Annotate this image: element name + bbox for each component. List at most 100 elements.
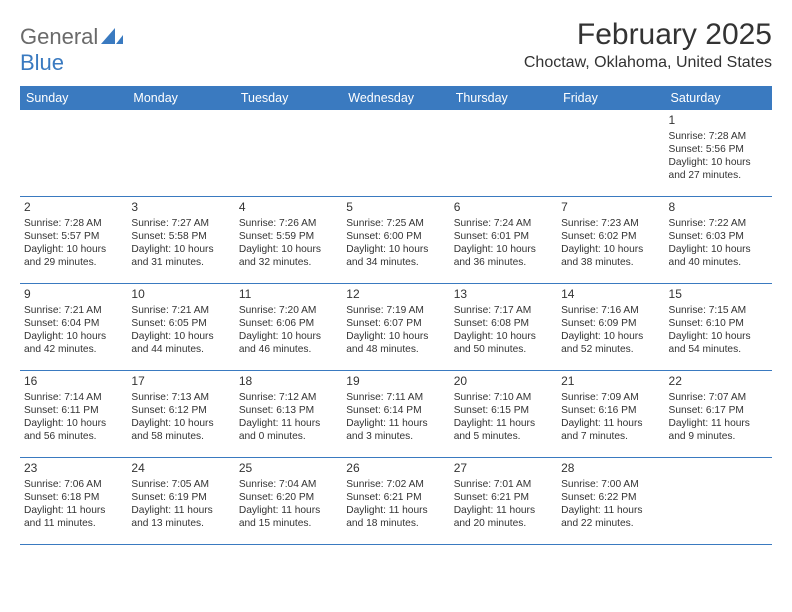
sunrise-text: Sunrise: 7:22 AM xyxy=(669,217,768,230)
calendar-body: 1Sunrise: 7:28 AMSunset: 5:56 PMDaylight… xyxy=(20,110,772,545)
weekday-header: Friday xyxy=(557,86,664,110)
daylight-text: Daylight: 11 hours and 13 minutes. xyxy=(131,504,230,531)
sunrise-text: Sunrise: 7:16 AM xyxy=(561,304,660,317)
calendar-day-cell: 26Sunrise: 7:02 AMSunset: 6:21 PMDayligh… xyxy=(342,458,449,544)
daylight-text: Daylight: 10 hours and 52 minutes. xyxy=(561,330,660,357)
sunrise-text: Sunrise: 7:17 AM xyxy=(454,304,553,317)
sunrise-text: Sunrise: 7:19 AM xyxy=(346,304,445,317)
calendar-day-cell: 3Sunrise: 7:27 AMSunset: 5:58 PMDaylight… xyxy=(127,197,234,283)
page-title: February 2025 xyxy=(524,18,772,52)
sunrise-text: Sunrise: 7:27 AM xyxy=(131,217,230,230)
weekday-header: Sunday xyxy=(20,86,127,110)
sunset-text: Sunset: 6:01 PM xyxy=(454,230,553,243)
logo-sail-icon xyxy=(101,28,123,44)
daylight-text: Daylight: 10 hours and 27 minutes. xyxy=(669,156,768,183)
day-number: 2 xyxy=(24,200,123,216)
calendar-day-cell: 23Sunrise: 7:06 AMSunset: 6:18 PMDayligh… xyxy=(20,458,127,544)
calendar-day-cell: 10Sunrise: 7:21 AMSunset: 6:05 PMDayligh… xyxy=(127,284,234,370)
sunrise-text: Sunrise: 7:01 AM xyxy=(454,478,553,491)
calendar-empty-cell xyxy=(127,110,234,196)
sunset-text: Sunset: 6:09 PM xyxy=(561,317,660,330)
sunrise-text: Sunrise: 7:07 AM xyxy=(669,391,768,404)
calendar-day-cell: 12Sunrise: 7:19 AMSunset: 6:07 PMDayligh… xyxy=(342,284,449,370)
sunrise-text: Sunrise: 7:15 AM xyxy=(669,304,768,317)
calendar-empty-cell xyxy=(20,110,127,196)
day-number: 9 xyxy=(24,287,123,303)
calendar-row: 9Sunrise: 7:21 AMSunset: 6:04 PMDaylight… xyxy=(20,284,772,371)
sunset-text: Sunset: 6:06 PM xyxy=(239,317,338,330)
calendar-day-cell: 20Sunrise: 7:10 AMSunset: 6:15 PMDayligh… xyxy=(450,371,557,457)
daylight-text: Daylight: 10 hours and 36 minutes. xyxy=(454,243,553,270)
daylight-text: Daylight: 11 hours and 3 minutes. xyxy=(346,417,445,444)
day-number: 25 xyxy=(239,461,338,477)
day-number: 20 xyxy=(454,374,553,390)
daylight-text: Daylight: 10 hours and 46 minutes. xyxy=(239,330,338,357)
weekday-header-row: Sunday Monday Tuesday Wednesday Thursday… xyxy=(20,86,772,110)
calendar-day-cell: 25Sunrise: 7:04 AMSunset: 6:20 PMDayligh… xyxy=(235,458,342,544)
logo-text: General Blue xyxy=(20,24,123,76)
calendar-day-cell: 8Sunrise: 7:22 AMSunset: 6:03 PMDaylight… xyxy=(665,197,772,283)
page-header: General Blue February 2025 Choctaw, Okla… xyxy=(20,18,772,76)
daylight-text: Daylight: 10 hours and 54 minutes. xyxy=(669,330,768,357)
day-number: 26 xyxy=(346,461,445,477)
day-number: 12 xyxy=(346,287,445,303)
calendar-row: 16Sunrise: 7:14 AMSunset: 6:11 PMDayligh… xyxy=(20,371,772,458)
daylight-text: Daylight: 10 hours and 42 minutes. xyxy=(24,330,123,357)
daylight-text: Daylight: 10 hours and 44 minutes. xyxy=(131,330,230,357)
sunrise-text: Sunrise: 7:20 AM xyxy=(239,304,338,317)
day-number: 7 xyxy=(561,200,660,216)
sunset-text: Sunset: 6:03 PM xyxy=(669,230,768,243)
day-number: 17 xyxy=(131,374,230,390)
day-number: 13 xyxy=(454,287,553,303)
sunrise-text: Sunrise: 7:12 AM xyxy=(239,391,338,404)
calendar-row: 23Sunrise: 7:06 AMSunset: 6:18 PMDayligh… xyxy=(20,458,772,545)
sunset-text: Sunset: 6:19 PM xyxy=(131,491,230,504)
logo-word-general: General xyxy=(20,24,98,49)
daylight-text: Daylight: 10 hours and 40 minutes. xyxy=(669,243,768,270)
sunset-text: Sunset: 6:20 PM xyxy=(239,491,338,504)
sunset-text: Sunset: 6:07 PM xyxy=(346,317,445,330)
day-number: 10 xyxy=(131,287,230,303)
sunrise-text: Sunrise: 7:10 AM xyxy=(454,391,553,404)
sunset-text: Sunset: 6:13 PM xyxy=(239,404,338,417)
sunrise-text: Sunrise: 7:05 AM xyxy=(131,478,230,491)
sunset-text: Sunset: 5:59 PM xyxy=(239,230,338,243)
daylight-text: Daylight: 11 hours and 0 minutes. xyxy=(239,417,338,444)
daylight-text: Daylight: 10 hours and 34 minutes. xyxy=(346,243,445,270)
calendar-day-cell: 1Sunrise: 7:28 AMSunset: 5:56 PMDaylight… xyxy=(665,110,772,196)
sunset-text: Sunset: 6:16 PM xyxy=(561,404,660,417)
sunrise-text: Sunrise: 7:04 AM xyxy=(239,478,338,491)
sunset-text: Sunset: 6:00 PM xyxy=(346,230,445,243)
calendar-day-cell: 2Sunrise: 7:28 AMSunset: 5:57 PMDaylight… xyxy=(20,197,127,283)
sunrise-text: Sunrise: 7:21 AM xyxy=(131,304,230,317)
sunset-text: Sunset: 6:22 PM xyxy=(561,491,660,504)
sunrise-text: Sunrise: 7:09 AM xyxy=(561,391,660,404)
calendar-day-cell: 28Sunrise: 7:00 AMSunset: 6:22 PMDayligh… xyxy=(557,458,664,544)
daylight-text: Daylight: 10 hours and 38 minutes. xyxy=(561,243,660,270)
daylight-text: Daylight: 11 hours and 18 minutes. xyxy=(346,504,445,531)
calendar-row: 2Sunrise: 7:28 AMSunset: 5:57 PMDaylight… xyxy=(20,197,772,284)
day-number: 8 xyxy=(669,200,768,216)
day-number: 18 xyxy=(239,374,338,390)
sunset-text: Sunset: 6:14 PM xyxy=(346,404,445,417)
daylight-text: Daylight: 10 hours and 31 minutes. xyxy=(131,243,230,270)
daylight-text: Daylight: 10 hours and 50 minutes. xyxy=(454,330,553,357)
day-number: 6 xyxy=(454,200,553,216)
day-number: 15 xyxy=(669,287,768,303)
day-number: 19 xyxy=(346,374,445,390)
calendar-day-cell: 9Sunrise: 7:21 AMSunset: 6:04 PMDaylight… xyxy=(20,284,127,370)
weekday-header: Tuesday xyxy=(235,86,342,110)
calendar-day-cell: 18Sunrise: 7:12 AMSunset: 6:13 PMDayligh… xyxy=(235,371,342,457)
weekday-header: Saturday xyxy=(665,86,772,110)
daylight-text: Daylight: 11 hours and 20 minutes. xyxy=(454,504,553,531)
sunset-text: Sunset: 6:18 PM xyxy=(24,491,123,504)
calendar-day-cell: 19Sunrise: 7:11 AMSunset: 6:14 PMDayligh… xyxy=(342,371,449,457)
calendar-empty-cell xyxy=(450,110,557,196)
calendar-page: General Blue February 2025 Choctaw, Okla… xyxy=(0,0,792,555)
day-number: 27 xyxy=(454,461,553,477)
daylight-text: Daylight: 10 hours and 48 minutes. xyxy=(346,330,445,357)
day-number: 21 xyxy=(561,374,660,390)
title-block: February 2025 Choctaw, Oklahoma, United … xyxy=(524,18,772,72)
sunset-text: Sunset: 6:10 PM xyxy=(669,317,768,330)
daylight-text: Daylight: 10 hours and 58 minutes. xyxy=(131,417,230,444)
